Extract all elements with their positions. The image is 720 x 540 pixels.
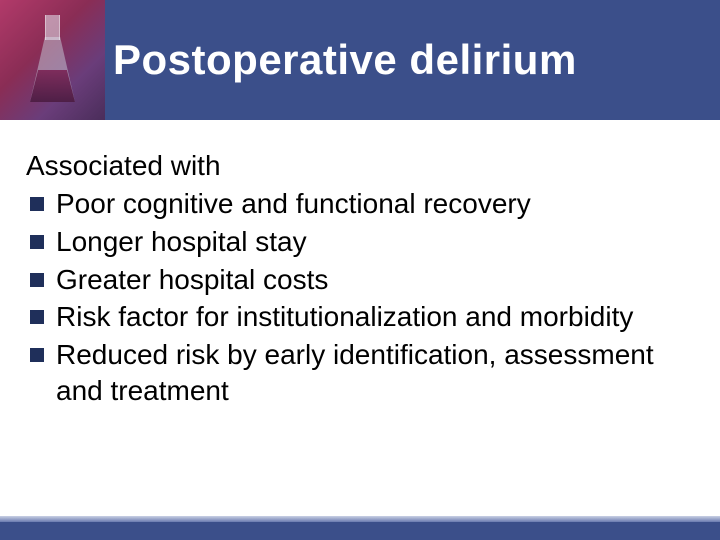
bullet-list: Poor cognitive and functional recovery L…	[26, 186, 690, 409]
title-header-band: Postoperative delirium	[0, 0, 720, 120]
square-bullet-icon	[30, 273, 44, 287]
square-bullet-icon	[30, 235, 44, 249]
list-item: Longer hospital stay	[26, 224, 690, 260]
square-bullet-icon	[30, 310, 44, 324]
list-item: Reduced risk by early identification, as…	[26, 337, 690, 409]
slide-title: Postoperative delirium	[113, 36, 577, 84]
footer-band	[0, 522, 720, 540]
square-bullet-icon	[30, 348, 44, 362]
list-item: Risk factor for institutionalization and…	[26, 299, 690, 335]
lead-text: Associated with	[26, 150, 690, 182]
slide-body: Associated with Poor cognitive and funct…	[0, 120, 720, 409]
flask-icon	[30, 15, 75, 105]
bullet-text: Risk factor for institutionalization and…	[56, 299, 690, 335]
bullet-text: Greater hospital costs	[56, 262, 690, 298]
list-item: Greater hospital costs	[26, 262, 690, 298]
bullet-text: Reduced risk by early identification, as…	[56, 337, 690, 409]
square-bullet-icon	[30, 197, 44, 211]
flask-decorative-image	[0, 0, 105, 120]
bullet-text: Poor cognitive and functional recovery	[56, 186, 690, 222]
bullet-text: Longer hospital stay	[56, 224, 690, 260]
list-item: Poor cognitive and functional recovery	[26, 186, 690, 222]
